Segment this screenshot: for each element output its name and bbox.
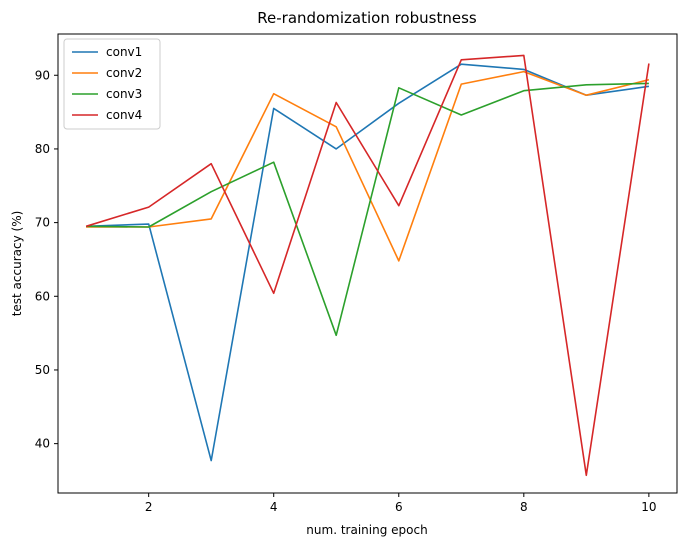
series-line-conv2 [86,70,650,262]
chart-title: Re-randomization robustness [257,9,477,27]
legend-label-conv4: conv4 [106,108,142,122]
legend-box [63,38,161,130]
series-line-conv4 [85,54,650,477]
series-line-conv1 [86,63,650,462]
x-tick-label: 8 [520,500,528,514]
legend-label-conv2: conv2 [106,66,142,80]
legend: conv1 conv2 conv3 conv4 [63,38,161,130]
series-line-conv3 [86,82,649,337]
legend-label-conv3: conv3 [106,87,142,101]
legend-label-conv1: conv1 [106,45,142,59]
x-tick-label: 2 [145,500,153,514]
plot-frame [57,33,678,494]
y-tick-label: 90 [35,68,50,82]
x-tick-label: 10 [641,500,656,514]
x-tick-label: 4 [270,500,278,514]
x-tick-label: 6 [395,500,403,514]
y-axis-label: test accuracy (%) [10,211,24,317]
y-tick-label: 60 [35,289,50,303]
y-tick-label: 80 [35,142,50,156]
y-tick-label: 70 [35,216,50,230]
x-axis-label: num. training epoch [306,523,427,537]
y-tick-label: 40 [35,437,50,451]
y-tick-label: 50 [35,363,50,377]
